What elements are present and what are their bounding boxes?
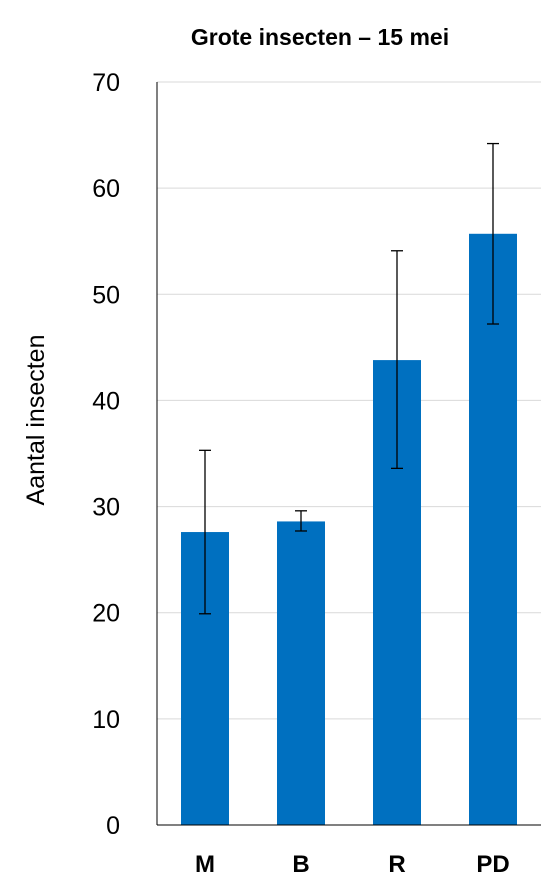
- y-tick-label-0: 0: [106, 812, 120, 840]
- y-tick-label-70: 70: [92, 69, 120, 97]
- chart-title: Grote insecten – 15 mei: [191, 24, 449, 50]
- bars: [181, 233, 517, 825]
- y-tick-label-50: 50: [92, 281, 120, 309]
- x-tick-label-B: B: [292, 851, 309, 878]
- y-tick-label-20: 20: [92, 600, 120, 628]
- y-axis-label: Aantal insecten: [22, 335, 50, 506]
- bar-B: [277, 521, 325, 825]
- error-bars: [199, 142, 499, 615]
- y-tick-label-30: 30: [92, 494, 120, 522]
- y-tick-label-60: 60: [92, 175, 120, 203]
- y-tick-labels: 0 10 20 30 40 50 60 70: [92, 69, 120, 840]
- y-tick-label-10: 10: [92, 706, 120, 734]
- x-tick-label-R: R: [388, 851, 405, 878]
- x-tick-label-PD: PD: [476, 851, 509, 878]
- bar-PD: [469, 233, 517, 825]
- x-tick-labels: M B R PD: [195, 851, 510, 878]
- x-tick-label-M: M: [195, 851, 215, 878]
- y-tick-label-40: 40: [92, 387, 120, 415]
